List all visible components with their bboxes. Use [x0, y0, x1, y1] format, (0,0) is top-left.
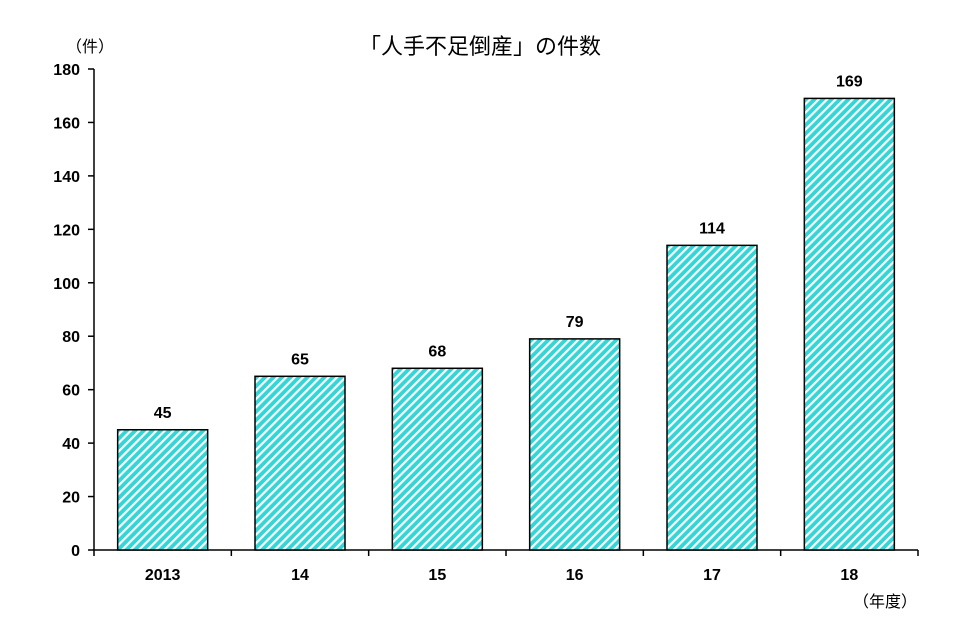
x-tick-label: 2013 — [145, 567, 181, 584]
bar-value-label: 114 — [699, 220, 725, 237]
bar — [666, 244, 758, 551]
y-tick-label: 40 — [62, 436, 80, 453]
x-tick-label: 15 — [428, 567, 446, 584]
chart-title: 「人手不足倒産」の件数 — [359, 35, 601, 60]
bar-value-label: 79 — [566, 314, 584, 331]
x-axis — [93, 549, 919, 556]
y-tick-label: 60 — [62, 383, 80, 400]
bar-value-label: 169 — [836, 73, 863, 90]
y-tick-label: 140 — [53, 169, 80, 186]
x-tick-label: 18 — [840, 567, 858, 584]
bar — [803, 97, 896, 551]
bar — [391, 367, 484, 551]
bar — [528, 338, 621, 551]
bar-value-label: 68 — [428, 343, 446, 360]
y-axis-unit-label: （件） — [66, 37, 114, 56]
x-axis-unit-label: （年度） — [853, 592, 917, 611]
bar — [116, 429, 209, 551]
y-tick-label: 80 — [62, 329, 80, 346]
y-tick-label: 0 — [71, 543, 80, 560]
bar-value-label: 65 — [291, 351, 309, 368]
bar-value-label: 45 — [154, 405, 172, 422]
y-tick-label: 180 — [53, 62, 80, 79]
y-tick-label: 100 — [53, 276, 80, 293]
x-tick-label: 14 — [291, 567, 309, 584]
bar — [254, 375, 346, 551]
y-tick-label: 120 — [53, 222, 80, 239]
x-tick-label: 17 — [703, 567, 721, 584]
y-tick-label: 160 — [53, 115, 80, 132]
y-tick-label: 20 — [62, 490, 80, 507]
bars: 45 2013 65 14 68 15 79 16 114 17 169 18 — [116, 73, 896, 584]
x-tick-label: 16 — [566, 567, 584, 584]
y-axis: 0 20 40 60 80 100 120 140 160 180 — [53, 62, 95, 560]
